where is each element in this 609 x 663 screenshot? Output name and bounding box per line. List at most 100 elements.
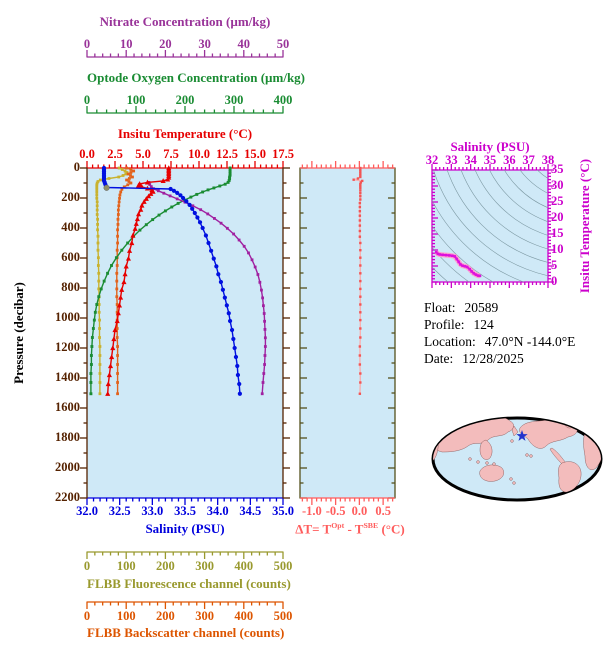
tick-label: -0.5 <box>325 504 346 518</box>
tick-label: 36 <box>503 153 516 167</box>
series-fluorescence <box>95 166 129 396</box>
tick-label: 500 <box>273 609 293 623</box>
series-salinity <box>101 165 242 396</box>
tick-label: 200 <box>156 609 175 623</box>
main-plot-area <box>87 168 283 498</box>
island <box>512 481 516 485</box>
tick-label: 0 <box>73 160 80 174</box>
oxygen-axis-ruler <box>86 106 284 114</box>
nitrate-axis-ruler <box>86 50 284 58</box>
metadata-float: Float: 20589 <box>424 299 575 316</box>
metadata-label: Location: <box>424 334 476 349</box>
tick-label: 20 <box>159 37 172 51</box>
tick-label: 0 <box>83 37 91 51</box>
temperature-axis-title: Insitu Temperature (°C) <box>117 126 253 141</box>
tick-label: 33.0 <box>141 504 164 518</box>
delta-t-right-spine <box>388 167 396 499</box>
fluorescence-axis-tick-labels: 0 100 200 300 400 500 <box>0 559 609 573</box>
fluorescence-axis-ruler <box>86 551 284 559</box>
series-temperature <box>105 165 172 396</box>
tick-label: 200 <box>61 190 80 204</box>
tick-label: 1200 <box>55 340 80 354</box>
tick-label: 10 <box>551 242 564 256</box>
metadata-label: Date: <box>424 351 454 366</box>
tick-label: 20 <box>551 210 564 224</box>
nitrate-axis-title: Nitrate Concentration (µm/kg) <box>99 14 271 29</box>
tick-label: 50 <box>276 37 290 51</box>
ts-top-ruler <box>431 164 549 171</box>
metadata-location: Location: 47.0°N -144.0°E <box>424 333 575 350</box>
tick-label: 300 <box>195 559 214 573</box>
tick-label: 15 <box>551 226 564 240</box>
continent <box>479 464 504 482</box>
tick-label: 17.5 <box>272 147 294 161</box>
tick-label: 30 <box>198 37 211 51</box>
tick-label: 32 <box>425 153 439 167</box>
tick-label: 5 <box>551 258 558 272</box>
delta-t-bottom-ruler <box>300 497 395 505</box>
island <box>525 453 529 457</box>
island <box>485 461 489 465</box>
tick-label: 34 <box>464 153 477 167</box>
tick-label: 0.5 <box>375 504 391 518</box>
tick-label: 200 <box>175 93 195 107</box>
delta-t-title-sup: Opt <box>331 521 345 530</box>
tick-label: 35.0 <box>272 504 294 518</box>
delta-t-left-spine <box>299 167 307 499</box>
tick-label: 7.5 <box>163 147 179 161</box>
tick-label: 0 <box>83 609 91 623</box>
float-metadata: Float: 20589 Profile: 124 Location: 47.0°N … <box>424 299 575 367</box>
tick-label: 300 <box>195 609 214 623</box>
metadata-profile: Profile: 124 <box>424 316 575 333</box>
tick-label: 100 <box>116 559 136 573</box>
fluorescence-axis-title: FLBB Fluorescence channel (counts) <box>87 576 291 591</box>
main-right-spine <box>282 167 290 499</box>
tick-label: 300 <box>224 93 244 107</box>
ts-plot-area <box>432 170 548 282</box>
nitrate-axis-tick-labels: 0 10 20 30 40 50 <box>0 37 609 51</box>
island <box>476 460 480 464</box>
temperature-axis-tick-labels: 0.0 2.5 5.0 7.5 10.0 12.5 15.0 17.5 <box>0 147 609 161</box>
tick-label: 40 <box>237 37 251 51</box>
ts-bottom-ruler <box>431 281 549 288</box>
tick-label: 32.0 <box>76 504 98 518</box>
delta-t-title-part: ΔT= T <box>295 521 332 537</box>
oxygen-axis-title: Optode Oxygen Concentration (µm/kg) <box>87 70 306 85</box>
ts-salinity-axis-title: Salinity (PSU) <box>450 139 530 154</box>
delta-t-title-part: - T <box>344 521 364 537</box>
tick-label: 32.5 <box>108 504 131 518</box>
salinity-axis-tick-labels: 32.0 32.5 33.0 33.5 34.0 34.5 35.0 <box>0 504 609 518</box>
delta-t-title-sup: SBE <box>363 521 379 530</box>
island <box>468 457 472 461</box>
tick-label: 1000 <box>55 310 80 324</box>
tick-label: 600 <box>61 250 80 264</box>
tick-label: 35 <box>551 162 564 176</box>
tick-label: 0.0 <box>351 504 368 518</box>
backscatter-axis-title: FLBB Backscatter channel (counts) <box>87 625 285 640</box>
metadata-label: Float: <box>424 300 456 315</box>
tick-label: 34.0 <box>206 504 229 518</box>
tick-label: -1.0 <box>301 504 322 518</box>
tick-label: 25 <box>551 194 564 208</box>
ts-right-ruler <box>547 169 554 283</box>
tick-label: 2.5 <box>107 147 123 161</box>
tick-label: 2000 <box>55 460 80 474</box>
metadata-label: Profile: <box>424 317 465 332</box>
tick-label: 0 <box>551 274 558 288</box>
tick-label: 38 <box>541 153 555 167</box>
continent <box>511 425 519 437</box>
series-ts-curve <box>434 250 482 279</box>
tick-label: 33 <box>445 153 458 167</box>
ts-salinity-axis-tick-labels: 32 33 34 35 36 37 38 <box>0 153 609 167</box>
delta-t-top-ruler <box>300 161 395 169</box>
salinity-axis-ruler <box>86 497 284 505</box>
tick-label: 30 <box>551 178 564 192</box>
pressure-axis-ruler <box>80 167 88 499</box>
float-location-star <box>516 430 528 441</box>
series-delta-t <box>352 166 364 395</box>
oxygen-axis-tick-labels: 0 100 200 300 400 <box>0 93 609 107</box>
